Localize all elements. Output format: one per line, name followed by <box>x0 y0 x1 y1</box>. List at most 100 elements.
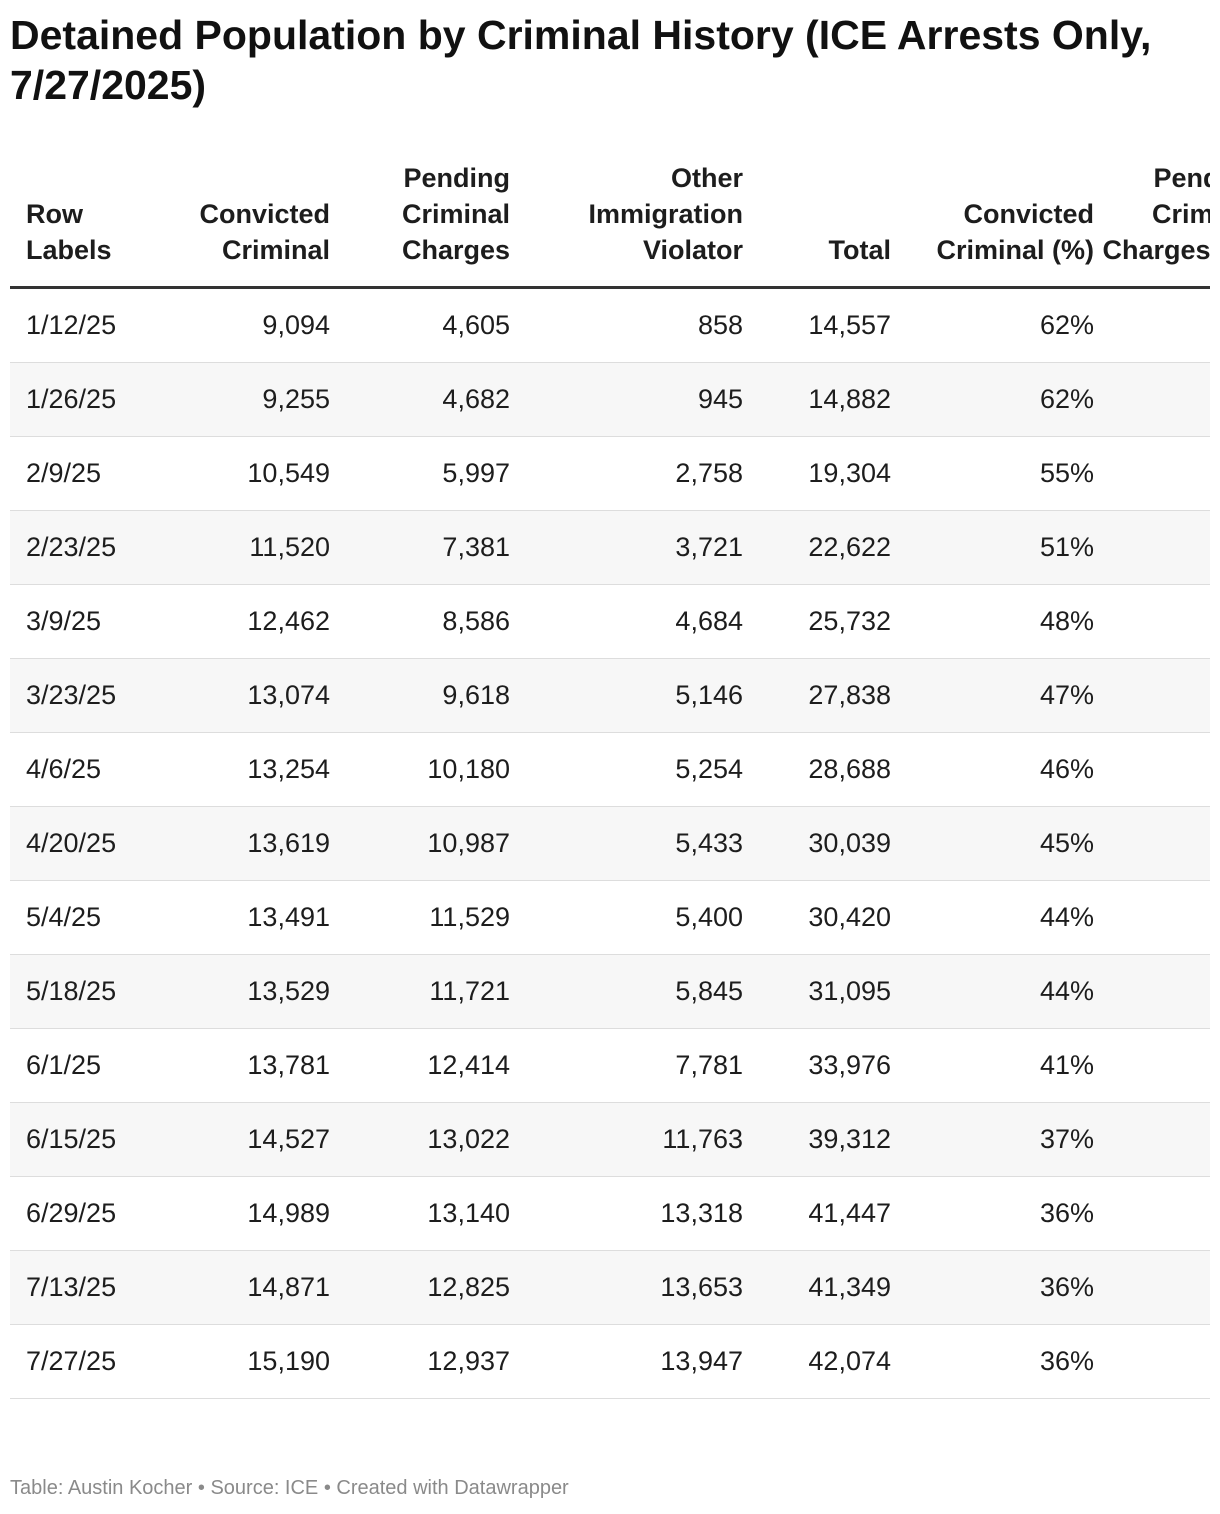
table-cell <box>1094 436 1210 511</box>
table-row: 3/23/25 13,074 9,618 5,146 27,838 47% <box>10 658 1210 733</box>
table-body: 1/12/25 9,094 4,605 858 14,557 62% 1/26/25 9,25… <box>10 287 1210 1399</box>
column-header: Other Immigration Violator <box>510 160 743 289</box>
table-cell: 48% <box>891 584 1094 659</box>
header-row: Row Labels Convicted Criminal Pending Crim… <box>10 160 1210 289</box>
table-cell: 3,721 <box>510 510 743 585</box>
column-header: Pending Criminal Charges <box>330 160 510 289</box>
table-cell: 25,732 <box>743 584 891 659</box>
table-cell <box>1094 954 1210 1029</box>
table-cell: 10,180 <box>330 732 510 807</box>
table-cell: 37% <box>891 1102 1094 1177</box>
table-cell <box>1094 584 1210 659</box>
column-header: Convicted Criminal <box>160 160 330 289</box>
table-cell: 14,871 <box>160 1250 330 1325</box>
table-cell: 9,255 <box>160 362 330 437</box>
table-cell: 44% <box>891 880 1094 955</box>
table-cell: 2/23/25 <box>10 510 160 585</box>
table-cell: 31,095 <box>743 954 891 1029</box>
table-cell: 13,318 <box>510 1176 743 1251</box>
table-cell: 858 <box>510 287 743 363</box>
table-cell: 4/6/25 <box>10 732 160 807</box>
table-cell: 41,447 <box>743 1176 891 1251</box>
table-cell: 13,529 <box>160 954 330 1029</box>
table-cell: 5,146 <box>510 658 743 733</box>
footer: Table: Austin Kocher • Source: ICE • Cre… <box>10 1477 569 1499</box>
table-cell: 36% <box>891 1176 1094 1251</box>
table-cell: 12,414 <box>330 1028 510 1103</box>
column-header: Total <box>743 160 891 289</box>
table-cell: 46% <box>891 732 1094 807</box>
table-cell: 13,947 <box>510 1324 743 1399</box>
table-row: 7/13/25 14,871 12,825 13,653 41,349 36% <box>10 1250 1210 1325</box>
table-cell: 5,433 <box>510 806 743 881</box>
table-cell: 5,254 <box>510 732 743 807</box>
table-cell: 10,987 <box>330 806 510 881</box>
table-cell: 11,520 <box>160 510 330 585</box>
table-cell: 36% <box>891 1250 1094 1325</box>
table-cell: 4/20/25 <box>10 806 160 881</box>
table-cell <box>1094 1102 1210 1177</box>
table-cell <box>1094 362 1210 437</box>
table-row: 5/18/25 13,529 11,721 5,845 31,095 44% <box>10 954 1210 1029</box>
table-cell: 5,400 <box>510 880 743 955</box>
table-cell: 13,074 <box>160 658 330 733</box>
table-cell: 22,622 <box>743 510 891 585</box>
table-cell: 30,420 <box>743 880 891 955</box>
table: Row Labels Convicted Criminal Pending Crim… <box>10 160 1210 1399</box>
table-cell: 39,312 <box>743 1102 891 1177</box>
table-cell: 51% <box>891 510 1094 585</box>
table-cell: 9,094 <box>160 287 330 363</box>
table-wrap: Row Labels Convicted Criminal Pending Crim… <box>10 160 1210 1399</box>
column-header: Pending Criminal Charges (%) <box>1094 160 1210 289</box>
table-cell: 8,586 <box>330 584 510 659</box>
table-row: 5/4/25 13,491 11,529 5,400 30,420 44% <box>10 880 1210 955</box>
table-cell: 9,618 <box>330 658 510 733</box>
table-cell <box>1094 806 1210 881</box>
table-cell: 41,349 <box>743 1250 891 1325</box>
table-row: 6/1/25 13,781 12,414 7,781 33,976 41% <box>10 1028 1210 1103</box>
table-cell: 62% <box>891 287 1094 363</box>
table-cell: 5,997 <box>330 436 510 511</box>
table-cell <box>1094 1176 1210 1251</box>
table-cell: 41% <box>891 1028 1094 1103</box>
table-cell: 33,976 <box>743 1028 891 1103</box>
table-row: 6/15/25 14,527 13,022 11,763 39,312 37% <box>10 1102 1210 1177</box>
table-row: 3/9/25 12,462 8,586 4,684 25,732 48% <box>10 584 1210 659</box>
table-row: 6/29/25 14,989 13,140 13,318 41,447 36% <box>10 1176 1210 1251</box>
title: Detained Population by Criminal History … <box>10 12 1152 108</box>
table-cell: 2/9/25 <box>10 436 160 511</box>
table-cell: 47% <box>891 658 1094 733</box>
table-cell: 11,763 <box>510 1102 743 1177</box>
table-cell: 44% <box>891 954 1094 1029</box>
table-cell: 15,190 <box>160 1324 330 1399</box>
table-cell: 5/4/25 <box>10 880 160 955</box>
table-cell: 7,781 <box>510 1028 743 1103</box>
table-cell: 13,022 <box>330 1102 510 1177</box>
table-cell: 4,682 <box>330 362 510 437</box>
table-cell: 30,039 <box>743 806 891 881</box>
table-cell: 12,462 <box>160 584 330 659</box>
table-cell: 11,721 <box>330 954 510 1029</box>
table-cell: 14,989 <box>160 1176 330 1251</box>
table-cell: 27,838 <box>743 658 891 733</box>
table-cell: 11,529 <box>330 880 510 955</box>
table-cell: 3/23/25 <box>10 658 160 733</box>
column-header: Convicted Criminal (%) <box>891 160 1094 289</box>
column-header: Row Labels <box>10 160 160 289</box>
table-cell: 13,254 <box>160 732 330 807</box>
table-row: 4/20/25 13,619 10,987 5,433 30,039 45% <box>10 806 1210 881</box>
table-cell <box>1094 1028 1210 1103</box>
table-cell: 6/15/25 <box>10 1102 160 1177</box>
table-cell: 7,381 <box>330 510 510 585</box>
table-row: 4/6/25 13,254 10,180 5,254 28,688 46% <box>10 732 1210 807</box>
table-cell: 13,619 <box>160 806 330 881</box>
table-cell <box>1094 658 1210 733</box>
table-cell: 14,527 <box>160 1102 330 1177</box>
table-cell <box>1094 510 1210 585</box>
table-cell: 62% <box>891 362 1094 437</box>
table-cell: 12,937 <box>330 1324 510 1399</box>
table-cell: 36% <box>891 1324 1094 1399</box>
table-cell: 5/18/25 <box>10 954 160 1029</box>
table-cell: 42,074 <box>743 1324 891 1399</box>
table-cell <box>1094 880 1210 955</box>
